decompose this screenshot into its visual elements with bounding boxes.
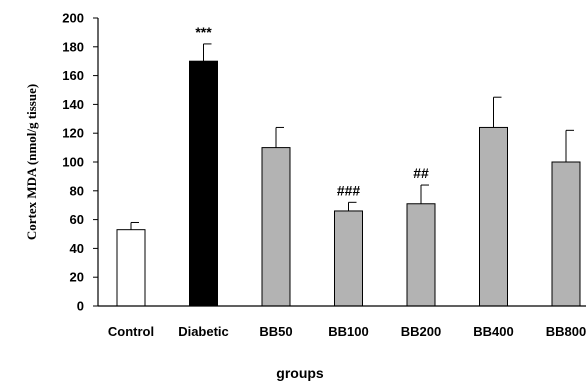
x-tick-label: BB800 <box>546 324 586 339</box>
y-axis: 0 20 40 60 80 100 120 140 160 180 200 <box>62 11 99 314</box>
significance-label: ## <box>413 165 429 181</box>
bar-bb800 <box>551 161 581 307</box>
bars: ***##### <box>116 24 581 307</box>
x-tick-label: BB50 <box>259 324 292 339</box>
y-tick-label: 200 <box>62 11 84 26</box>
x-tick-label: BB400 <box>473 324 513 339</box>
significance-label: *** <box>195 24 212 40</box>
y-tick-label: 180 <box>62 39 84 54</box>
y-tick-label: 0 <box>77 299 84 314</box>
x-tick-label: BB200 <box>401 324 441 339</box>
y-tick-label: 80 <box>70 183 84 198</box>
bar-diabetic <box>189 60 218 307</box>
y-axis-title: Cortex MDA (nmol/g tissue) <box>24 84 39 240</box>
bar-bb200 <box>406 203 436 307</box>
y-tick-label: 40 <box>70 241 84 256</box>
x-tick-label: BB100 <box>328 324 368 339</box>
x-axis: Control Diabetic BB50 BB100 BB200 BB400 BB800 <box>98 305 586 339</box>
x-axis-title: groups <box>276 365 324 381</box>
y-tick-label: 140 <box>62 97 84 112</box>
significance-label: ### <box>337 182 361 198</box>
bar-bb50 <box>261 147 291 307</box>
x-tick-label: Control <box>108 324 154 339</box>
bar-bb400 <box>479 126 508 307</box>
y-tick-label: 60 <box>70 212 84 227</box>
bar-control <box>116 229 146 307</box>
x-tick-label: Diabetic <box>178 324 229 339</box>
y-tick-label: 20 <box>70 270 84 285</box>
y-tick-label: 160 <box>62 68 84 83</box>
y-tick-label: 100 <box>62 155 84 170</box>
y-tick-label: 120 <box>62 126 84 141</box>
bar-bb100 <box>334 210 363 307</box>
